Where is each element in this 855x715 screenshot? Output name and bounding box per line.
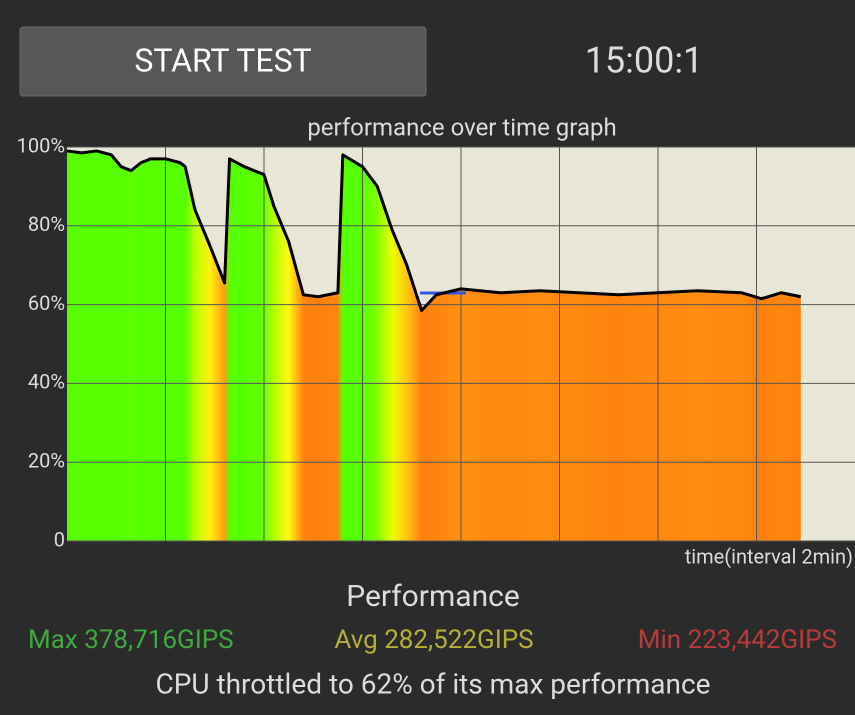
y-tick-label: 40% [28, 370, 65, 394]
min-stat: Min 223,442GIPS [638, 625, 837, 655]
area [67, 150, 801, 541]
y-tick-label: 20% [28, 448, 65, 472]
line [66, 149, 802, 313]
start-button[interactable] [19, 26, 427, 97]
y-tick-label: 100% [17, 133, 65, 157]
throttle-note: CPU throttled to 62% of its max performa… [155, 667, 710, 700]
y-tick-label: 80% [28, 212, 65, 236]
timer: 15:00:1 [585, 40, 704, 82]
avg-stat: Avg 282,522GIPS [334, 625, 533, 655]
x-axis-label: time(interval 2min) [685, 544, 853, 568]
button-label[interactable]: START TEST [134, 41, 311, 79]
max-stat: Max 378,716GIPS [28, 625, 234, 655]
chart-title: performance over time graph [307, 113, 616, 141]
y-tick-label: 0 [54, 527, 65, 551]
y-tick-label: 60% [28, 291, 65, 315]
summary-heading: Performance [346, 579, 520, 614]
